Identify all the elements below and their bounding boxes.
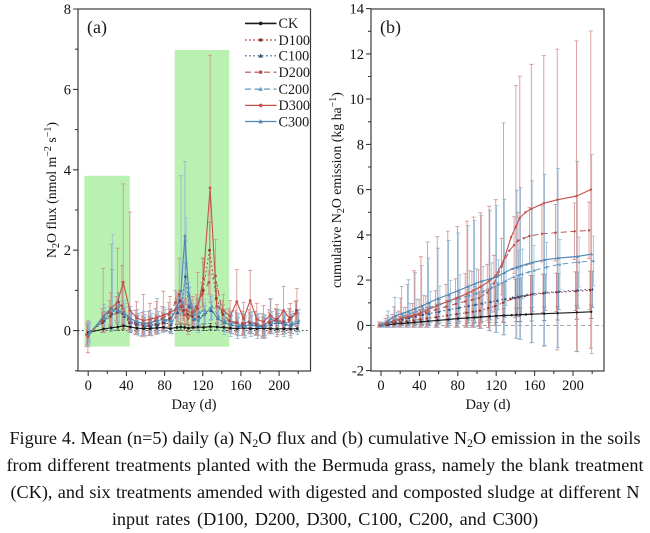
svg-text:C100: C100 [279, 49, 310, 65]
svg-text:80: 80 [451, 378, 466, 394]
svg-text:-2: -2 [352, 364, 364, 380]
svg-text:(b): (b) [380, 17, 401, 38]
svg-text:12: 12 [350, 47, 365, 63]
svg-text:40: 40 [412, 378, 427, 394]
svg-text:200: 200 [562, 378, 584, 394]
svg-text:D300: D300 [279, 98, 311, 114]
svg-text:6: 6 [357, 183, 364, 199]
svg-text:0: 0 [64, 324, 71, 340]
svg-text:D100: D100 [279, 33, 311, 49]
svg-text:0: 0 [85, 378, 92, 394]
svg-text:200: 200 [268, 378, 290, 394]
svg-text:40: 40 [119, 378, 134, 394]
svg-text:160: 160 [524, 378, 546, 394]
svg-text:4: 4 [357, 228, 365, 244]
svg-text:4: 4 [64, 163, 72, 179]
svg-text:C200: C200 [279, 82, 310, 98]
svg-text:8: 8 [64, 2, 71, 18]
svg-text:0: 0 [357, 318, 364, 334]
svg-text:120: 120 [485, 378, 507, 394]
svg-text:CK: CK [279, 16, 299, 32]
svg-text:0: 0 [377, 378, 384, 394]
svg-text:10: 10 [350, 92, 365, 108]
svg-text:Day (d): Day (d) [466, 397, 511, 413]
svg-text:8: 8 [357, 137, 364, 153]
svg-text:160: 160 [230, 378, 252, 394]
svg-text:2: 2 [64, 243, 71, 259]
svg-text:C300: C300 [279, 114, 310, 130]
svg-text:6: 6 [64, 82, 71, 98]
svg-text:cumulative N2O emission (kg ha: cumulative N2O emission (kg ha−1) [328, 92, 347, 288]
svg-text:2: 2 [357, 273, 364, 289]
svg-text:14: 14 [350, 2, 365, 18]
svg-text:(a): (a) [87, 17, 107, 38]
svg-text:Day (d): Day (d) [172, 397, 217, 413]
svg-text:80: 80 [157, 378, 172, 394]
svg-text:120: 120 [192, 378, 214, 394]
svg-text:D200: D200 [279, 65, 311, 81]
